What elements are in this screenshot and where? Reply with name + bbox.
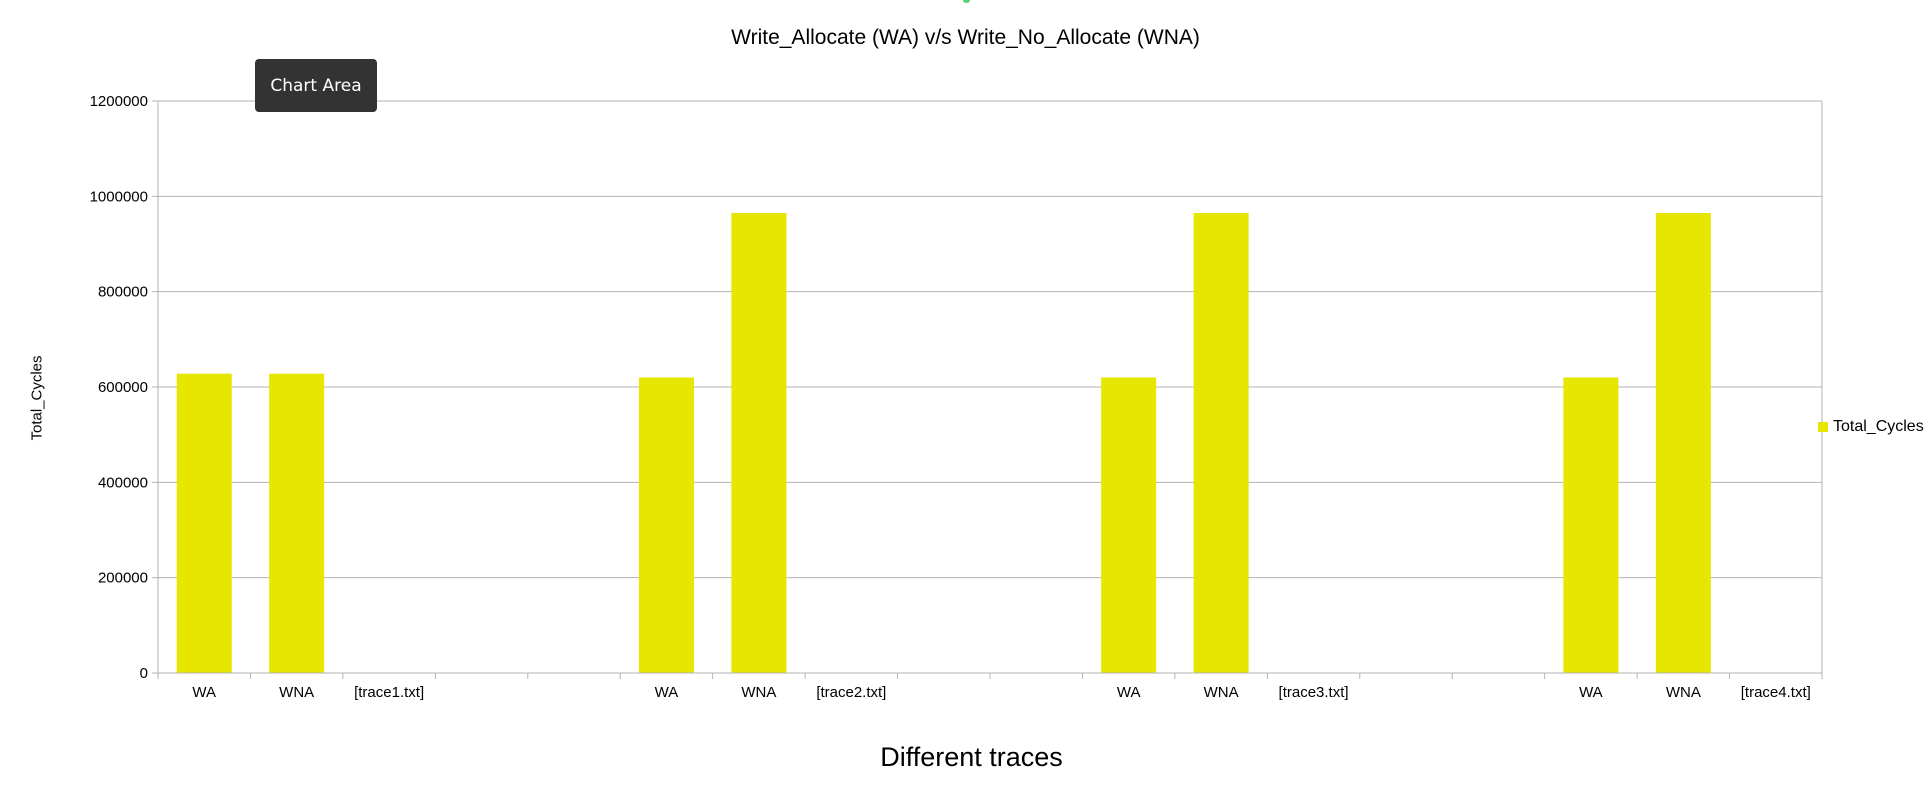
x-tick-label: [trace2.txt] [816, 684, 886, 701]
bar [176, 373, 232, 673]
legend: Total_Cycles [1818, 418, 1924, 436]
bar [1101, 377, 1157, 673]
y-tick-label: 0 [140, 665, 148, 682]
x-axis-label: Different traces [880, 742, 1063, 772]
chart-title: Write_Allocate (WA) v/s Write_No_Allocat… [731, 26, 1200, 49]
x-tick-label: WA [192, 684, 216, 701]
y-tick-label: 600000 [98, 379, 148, 396]
x-tick-label: [trace4.txt] [1741, 684, 1811, 701]
bar [731, 213, 787, 673]
x-tick-label: WNA [741, 684, 776, 701]
x-tick-label: [trace3.txt] [1279, 684, 1349, 701]
top-edge-marker [963, 0, 970, 3]
legend-label: Total_Cycles [1833, 418, 1924, 435]
x-tick-label: WNA [1204, 684, 1239, 701]
y-tick-label: 1200000 [90, 93, 148, 110]
x-tick-label: WA [655, 684, 679, 701]
chart-area-tooltip: Chart Area [255, 59, 377, 112]
x-tick-label: WNA [1666, 684, 1701, 701]
y-tick-label: 1000000 [90, 188, 148, 205]
x-tick-label: WA [1579, 684, 1603, 701]
bar [269, 373, 325, 673]
y-tick-label: 400000 [98, 474, 148, 491]
legend-swatch [1818, 422, 1828, 432]
bar [1563, 377, 1619, 673]
y-tick-label: 200000 [98, 570, 148, 587]
x-tick-label: [trace1.txt] [354, 684, 424, 701]
bar [1655, 213, 1711, 673]
bar [1193, 213, 1249, 673]
x-tick-label: WNA [279, 684, 314, 701]
bar [638, 377, 694, 673]
y-axis-label: Total_Cycles [28, 355, 46, 441]
y-tick-label: 800000 [98, 284, 148, 301]
x-tick-label: WA [1117, 684, 1141, 701]
